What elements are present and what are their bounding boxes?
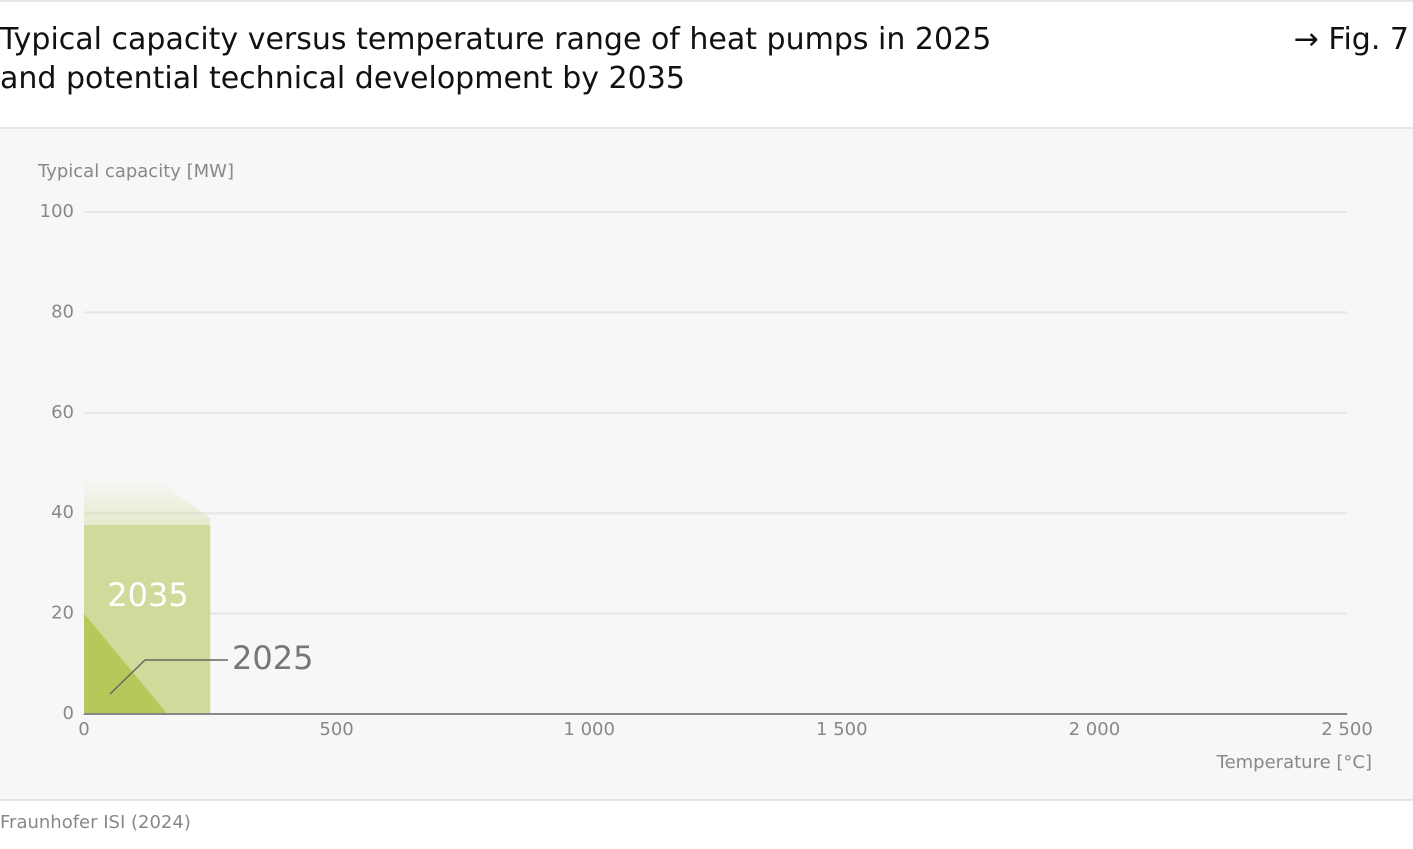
area [84, 613, 168, 714]
x-tick-label: 2 500 [1321, 719, 1373, 740]
x-tick-label: 2 000 [1069, 719, 1121, 740]
y-axis-label: Typical capacity [MW] [37, 161, 234, 182]
plot-background [0, 129, 1413, 800]
y-tick-label: 80 [51, 301, 74, 322]
y-tick-label: 0 [63, 703, 74, 724]
x-tick-label: 500 [319, 719, 353, 740]
figure-label: → Fig. 7 [1293, 22, 1409, 57]
x-tick-label: 1 000 [563, 719, 615, 740]
x-tick-label: 0 [78, 719, 89, 740]
y-tick-label: 40 [51, 502, 74, 523]
y-tick-label: 100 [40, 201, 74, 222]
y-tick-label: 20 [51, 603, 74, 624]
x-axis-label: Temperature [°C] [1216, 752, 1372, 773]
chart-title: Typical capacity versus temperature rang… [0, 22, 992, 96]
series-label: 2035 [107, 576, 188, 614]
x-tick-label: 1 500 [816, 719, 868, 740]
series-label: 2025 [232, 639, 313, 677]
y-tick-label: 60 [51, 402, 74, 423]
leader-line [109, 659, 228, 695]
source: Fraunhofer ISI (2024) [0, 812, 191, 833]
